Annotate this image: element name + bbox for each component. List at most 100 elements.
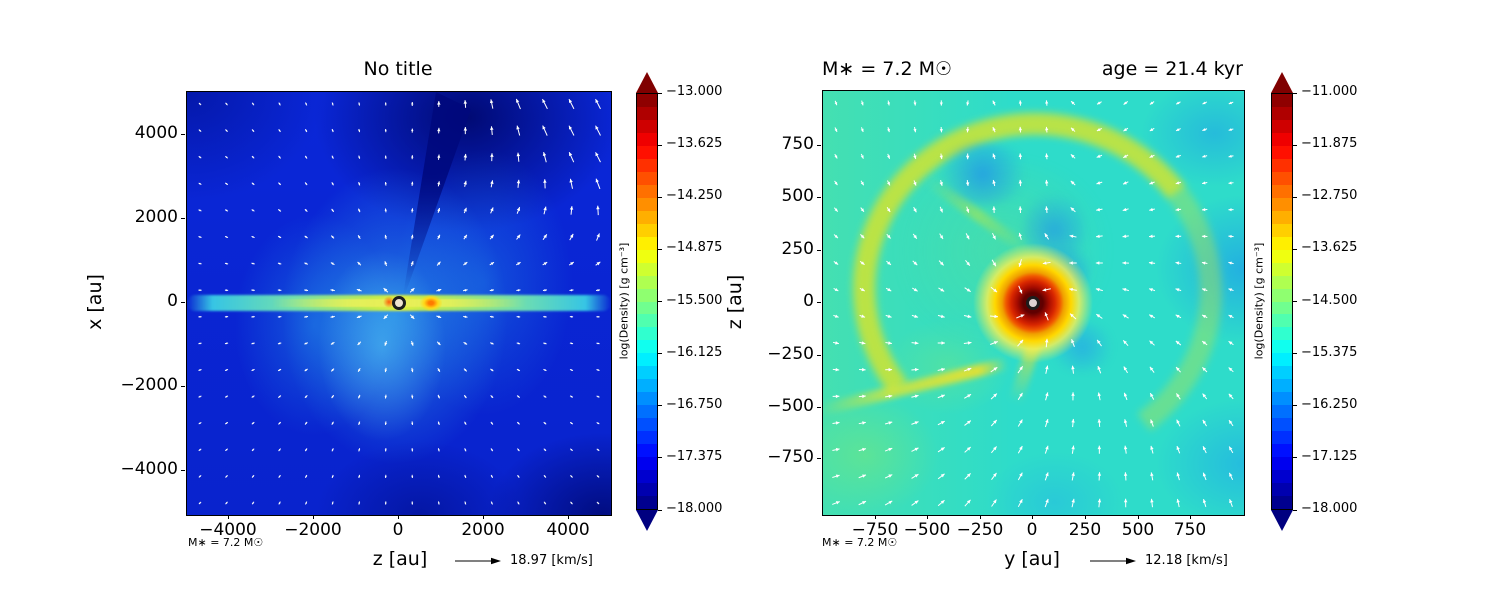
- x-tick-mark: [874, 515, 876, 519]
- x-tick-label: −500: [903, 520, 951, 540]
- colorbar-band: [1272, 288, 1292, 302]
- colorbar-gradient: [636, 93, 658, 510]
- y-tick-mark: [817, 301, 821, 303]
- colorbar-extend-bottom: [1271, 510, 1293, 531]
- colorbar-tick-label: −18.000: [666, 501, 723, 516]
- y-tick-mark: [817, 354, 821, 356]
- colorbar-tick-label: −18.000: [1301, 501, 1358, 516]
- colorbar-band: [637, 158, 657, 172]
- colorbar-tick-mark: [1293, 144, 1297, 146]
- yellow-clump: [420, 295, 442, 311]
- colorbar-tick-mark: [1293, 196, 1297, 198]
- colorbar-band: [1272, 340, 1292, 354]
- colorbar-band: [1272, 158, 1292, 172]
- colorbar-band: [1272, 327, 1292, 341]
- colorbar-tick-label: −13.625: [1301, 240, 1358, 256]
- x-tick-mark: [979, 515, 981, 519]
- colorbar-band: [637, 314, 657, 328]
- colorbar-band: [637, 405, 657, 419]
- x-tick-mark: [482, 515, 484, 519]
- colorbar-band: [637, 275, 657, 289]
- colorbar-band: [637, 145, 657, 159]
- colorbar-tick-label: −13.000: [666, 84, 723, 99]
- x-tick-mark: [567, 515, 569, 519]
- colorbar-band: [1272, 236, 1292, 250]
- x-tick-label: −250: [956, 520, 1004, 540]
- x-tick-label: −4000: [199, 520, 257, 540]
- y-tick-label: 750: [781, 134, 814, 154]
- colorbar-tick-label: −15.375: [1301, 344, 1358, 360]
- left-quiver-key-label: 18.97 [km/s]: [510, 553, 593, 568]
- colorbar-tick-label: −15.500: [666, 292, 723, 308]
- colorbar-band: [637, 262, 657, 276]
- colorbar-band: [1272, 496, 1292, 509]
- y-tick-mark: [817, 249, 821, 251]
- colorbar-tick-mark: [1293, 457, 1297, 459]
- colorbar-tick-mark: [1293, 405, 1297, 407]
- colorbar-band: [637, 470, 657, 484]
- y-tick-label: −2000: [120, 375, 178, 395]
- colorbar-band: [1272, 301, 1292, 315]
- colorbar-tick-mark: [658, 353, 662, 355]
- colorbar-band: [637, 353, 657, 367]
- colorbar-band: [637, 457, 657, 471]
- colorbar-tick-label: −17.375: [666, 448, 723, 464]
- y-tick-mark: [181, 301, 185, 303]
- colorbar-band: [637, 106, 657, 120]
- y-tick-mark: [181, 133, 185, 135]
- colorbar-band: [1272, 145, 1292, 159]
- colorbar-band: [637, 327, 657, 341]
- colorbar-band: [1272, 457, 1292, 471]
- y-tick-label: 4000: [134, 123, 178, 143]
- y-tick-label: 250: [781, 239, 814, 259]
- y-tick-mark: [181, 469, 185, 471]
- colorbar-band: [1272, 94, 1292, 107]
- colorbar-band: [637, 379, 657, 393]
- right-colorbar: −11.000 −11.875 −12.750 −13.625 −14.500 −15.3…: [1271, 72, 1391, 531]
- colorbar-band: [637, 366, 657, 380]
- colorbar-band: [637, 392, 657, 406]
- y-tick-label: 0: [167, 291, 178, 311]
- colorbar-tick-label: −17.125: [1301, 448, 1358, 464]
- colorbar-band: [637, 236, 657, 250]
- colorbar-tick-mark: [658, 92, 662, 94]
- y-tick-label: −500: [767, 396, 814, 416]
- x-tick-label: 0: [392, 520, 404, 540]
- x-tick-label: −2000: [284, 520, 342, 540]
- y-tick-label: −250: [767, 344, 814, 364]
- colorbar-tick-mark: [658, 457, 662, 459]
- x-tick-label: 0: [1026, 520, 1038, 540]
- x-tick-label: 750: [1173, 520, 1207, 540]
- colorbar-band: [637, 483, 657, 497]
- colorbar-band: [637, 418, 657, 432]
- x-tick-mark: [1189, 515, 1191, 519]
- right-quiver-key-label: 12.18 [km/s]: [1145, 553, 1228, 568]
- left-x-axis-label: z [au]: [372, 548, 428, 570]
- colorbar-tick-mark: [1293, 248, 1297, 250]
- colorbar-band: [1272, 431, 1292, 445]
- colorbar-band: [1272, 418, 1292, 432]
- x-tick-mark: [397, 515, 399, 519]
- y-tick-mark: [817, 196, 821, 198]
- colorbar-band: [637, 184, 657, 198]
- left-colorbar: −13.000 −13.625 −14.250 −14.875 −15.500 −16.1…: [636, 72, 756, 531]
- colorbar-band: [637, 210, 657, 224]
- colorbar-band: [637, 431, 657, 445]
- colorbar-band: [637, 288, 657, 302]
- colorbar-band: [1272, 262, 1292, 276]
- colorbar-band: [1272, 132, 1292, 146]
- colorbar-tick-label: −14.875: [666, 240, 723, 256]
- y-tick-label: −4000: [120, 459, 178, 479]
- colorbar-tick-mark: [658, 248, 662, 250]
- colorbar-tick-mark: [658, 301, 662, 302]
- colorbar-band: [637, 301, 657, 315]
- right-panel-title-mass: M∗ = 7.2 M☉: [822, 58, 952, 80]
- colorbar-tick-mark: [658, 405, 662, 407]
- colorbar-band: [1272, 314, 1292, 328]
- y-tick-label: 0: [803, 291, 814, 311]
- colorbar-band: [1272, 249, 1292, 263]
- colorbar-band: [1272, 275, 1292, 289]
- colorbar-tick-label: −16.250: [1301, 396, 1358, 412]
- colorbar-band: [1272, 483, 1292, 497]
